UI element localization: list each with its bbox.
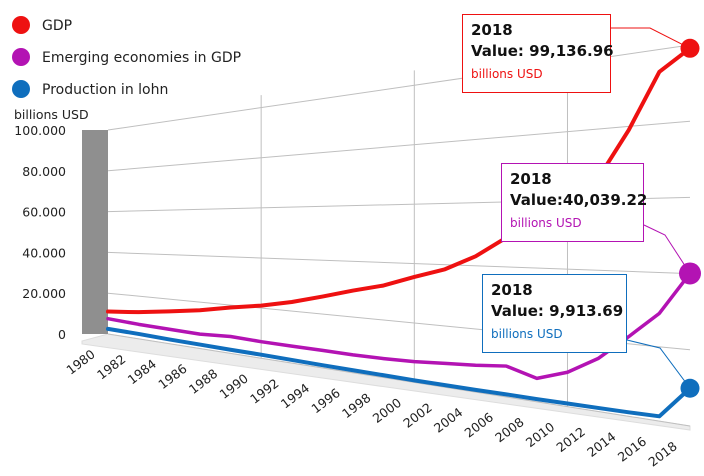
y-tick-label-2: 40.000 [22, 245, 66, 260]
callout-gdp-unit: billions USD [471, 67, 543, 81]
connector-lohn [626, 339, 691, 389]
y-tick-label-0: 0 [58, 327, 66, 342]
callout-emerging-value: 40,039.22 [562, 191, 648, 209]
x-tick-label-4: 1988 [186, 366, 220, 397]
callout-gdp-value-row: Value: 99,136.96 [471, 41, 614, 62]
x-tick-label-14: 2008 [492, 414, 526, 445]
x-tick-label-3: 1986 [155, 361, 189, 392]
legend-label-lohn: Production in lohn [42, 82, 168, 98]
legend-label-gdp: GDP [42, 18, 72, 34]
gridline-y-0 [107, 333, 691, 427]
x-tick-label-19: 2018 [645, 438, 679, 469]
callout-lohn-year: 2018 [491, 281, 533, 299]
series-line-lohn [106, 326, 692, 419]
grid [81, 44, 691, 431]
x-tick-label-6: 1992 [247, 375, 281, 406]
x-tick-label-8: 1996 [308, 385, 342, 416]
series-line-emerging [106, 271, 692, 381]
connector-gdp [611, 27, 691, 49]
callout-lohn-value-label: Value: [491, 302, 544, 320]
callout-emerging-year: 2018 [510, 170, 552, 188]
y-tick-label-3: 60.000 [22, 205, 66, 220]
connector-emerging [643, 224, 691, 274]
x-tick-label-11: 2002 [400, 400, 434, 431]
callout-gdp-value: 99,136.96 [529, 42, 614, 60]
legend-marker-lohn [12, 80, 30, 98]
gridline-y-2 [107, 251, 691, 275]
end-markers [679, 38, 701, 398]
x-tick-label-2: 1984 [125, 356, 159, 387]
y-tick-label-4: 80.000 [22, 164, 66, 179]
callout-gdp: 2018 Value: 99,136.96 billions USD [462, 14, 614, 93]
y-tick-label-5: 100.000 [14, 123, 66, 138]
callout-gdp-year: 2018 [471, 21, 513, 39]
y-axis-unit-label: billions USD [14, 107, 89, 122]
x-tick-label-10: 2000 [370, 395, 404, 426]
x-tick-label-15: 2010 [523, 419, 557, 450]
callout-emerging: 2018 Value:40,039.22 billions USD [501, 163, 647, 242]
x-tick-label-18: 2016 [615, 434, 649, 465]
x-tick-label-0: 1980 [63, 346, 97, 377]
side-wall [82, 130, 108, 334]
gridline-y-4 [107, 120, 691, 172]
callout-emerging-value-row: Value:40,039.22 [510, 190, 647, 211]
x-tick-label-12: 2004 [431, 404, 465, 435]
callout-lohn: 2018 Value: 9,913.69 billions USD [482, 274, 627, 353]
legend-label-emerging: Emerging economies in GDP [42, 50, 241, 66]
callout-gdp-value-label: Value: [471, 42, 524, 60]
x-tick-label-9: 1998 [339, 390, 373, 421]
x-tick-label-16: 2012 [553, 424, 587, 455]
y-tick-label-1: 20.000 [22, 286, 66, 301]
x-tick-label-13: 2006 [462, 409, 496, 440]
x-tick-label-17: 2014 [584, 429, 618, 460]
x-tick-label-5: 1990 [217, 371, 251, 402]
callout-emerging-unit: billions USD [510, 216, 582, 230]
callout-lohn-value-row: Value: 9,913.69 [491, 301, 626, 322]
callout-connectors [611, 27, 691, 389]
legend: GDP Emerging economies in GDP Production… [12, 16, 241, 98]
callout-lohn-value: 9,913.69 [549, 302, 624, 320]
callout-lohn-unit: billions USD [491, 327, 563, 341]
callout-emerging-value-label: Value: [510, 191, 563, 209]
legend-marker-gdp [12, 16, 30, 34]
x-tick-label-7: 1994 [278, 380, 312, 411]
x-tick-label-1: 1982 [94, 351, 128, 382]
legend-marker-emerging [12, 48, 30, 66]
